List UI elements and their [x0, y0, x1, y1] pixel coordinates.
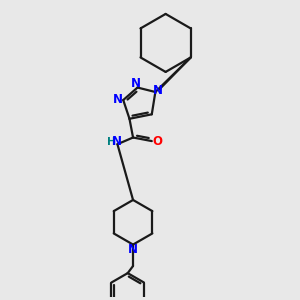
Text: N: N: [131, 77, 141, 91]
Text: N: N: [113, 93, 123, 106]
Text: O: O: [152, 135, 162, 148]
Text: H: H: [107, 137, 116, 147]
Text: N: N: [153, 84, 163, 97]
Text: N: N: [112, 136, 122, 148]
Text: N: N: [128, 243, 138, 256]
